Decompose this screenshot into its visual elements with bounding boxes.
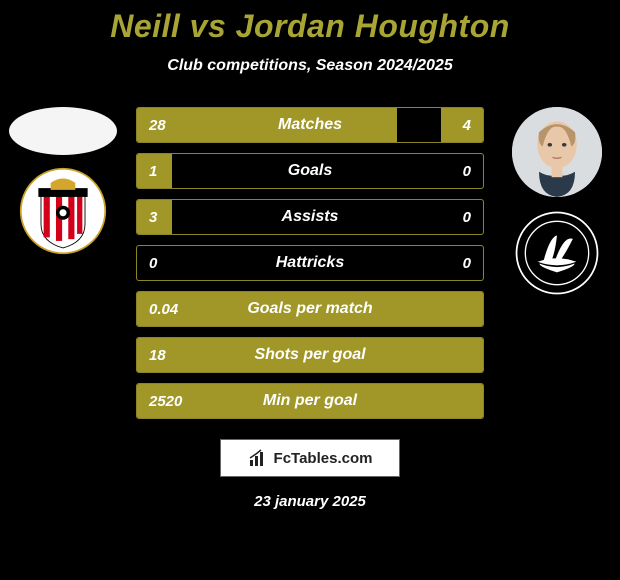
stat-row: 0.04Goals per match [136,291,484,327]
stats-bars: 28Matches41Goals03Assists00Hattricks00.0… [136,107,484,419]
stat-label: Shots per goal [137,346,483,364]
chart-icon [248,448,268,468]
stat-row: 0Hattricks0 [136,245,484,281]
stat-label: Assists [137,208,483,226]
stat-label: Min per goal [137,392,483,410]
comparison-card: Neill vs Jordan Houghton Club competitio… [0,0,620,580]
stat-row: 18Shots per goal [136,337,484,373]
stat-label: Hattricks [137,254,483,272]
footer-brand-badge[interactable]: FcTables.com [220,439,400,477]
sunderland-crest-icon [19,167,107,255]
right-player-column [502,107,612,297]
left-player-avatar [9,107,117,155]
stat-value-right: 0 [463,163,471,180]
stat-row: 2520Min per goal [136,383,484,419]
stat-row: 28Matches4 [136,107,484,143]
stat-value-right: 0 [463,209,471,226]
main-row: 28Matches41Goals03Assists00Hattricks00.0… [0,107,620,419]
footer-brand-text: FcTables.com [274,450,373,467]
left-club-crest [19,167,107,255]
subtitle: Club competitions, Season 2024/2025 [0,57,620,75]
plymouth-crest-icon [513,209,601,297]
stat-label: Goals [137,162,483,180]
player-portrait-icon [512,107,602,197]
right-club-crest [513,209,601,297]
right-player-avatar [512,107,602,197]
stat-value-right: 4 [463,117,471,134]
left-player-column [8,107,118,255]
stat-label: Goals per match [137,300,483,318]
footer-date: 23 january 2025 [0,493,620,510]
page-title: Neill vs Jordan Houghton [0,8,620,45]
stat-row: 1Goals0 [136,153,484,189]
stat-label: Matches [137,116,483,134]
stat-value-right: 0 [463,255,471,272]
stat-row: 3Assists0 [136,199,484,235]
